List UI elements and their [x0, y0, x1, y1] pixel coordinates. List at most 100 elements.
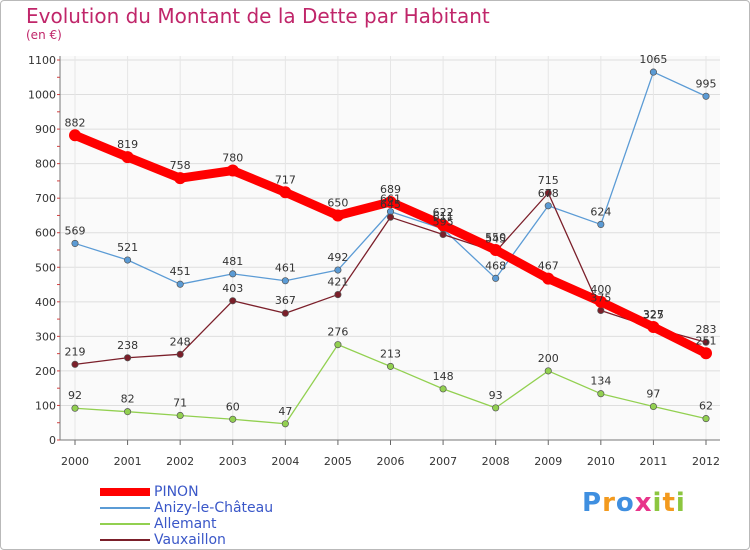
y-tick-label: 800 — [35, 158, 56, 171]
legend-item: Anizy-le-Château — [100, 500, 360, 516]
data-label: 213 — [380, 347, 401, 360]
data-point — [174, 172, 187, 185]
data-label: 200 — [538, 352, 559, 365]
data-label: 60 — [226, 400, 240, 413]
data-point — [279, 186, 292, 199]
logo-letter: o — [615, 488, 635, 518]
data-point — [124, 354, 132, 362]
data-label: 92 — [68, 389, 82, 402]
data-point — [386, 213, 395, 221]
data-point — [489, 244, 502, 256]
logo-letter: i — [652, 488, 663, 518]
data-label: 550 — [485, 231, 506, 244]
x-tick-label: 2004 — [271, 455, 299, 468]
data-point — [331, 209, 344, 222]
data-point — [649, 402, 657, 411]
legend-swatch — [100, 539, 150, 541]
data-label: 715 — [538, 174, 559, 187]
data-point — [334, 291, 342, 299]
y-tick-label: 300 — [35, 330, 56, 343]
data-point — [439, 230, 447, 239]
y-tick-label: 500 — [35, 261, 56, 274]
chart-title: Evolution du Montant de la Dette par Hab… — [26, 4, 490, 28]
data-point — [544, 367, 552, 375]
data-label: 251 — [696, 334, 717, 347]
data-label: 521 — [117, 241, 138, 254]
data-label: 569 — [65, 224, 86, 237]
x-tick-label: 2002 — [166, 455, 194, 468]
data-point — [597, 390, 605, 398]
y-tick-label: 700 — [35, 192, 56, 205]
y-tick-label: 400 — [35, 296, 56, 309]
data-point — [649, 68, 657, 76]
data-label: 82 — [121, 393, 135, 406]
data-point — [69, 129, 81, 142]
data-label: 248 — [170, 335, 191, 348]
data-point — [544, 202, 552, 210]
data-label: 622 — [433, 206, 454, 219]
data-label: 134 — [590, 375, 611, 388]
data-label: 645 — [380, 198, 401, 211]
x-tick-label: 2011 — [639, 455, 667, 468]
logo-letter: r — [602, 488, 616, 518]
logo-letter: i — [675, 488, 686, 518]
data-label: 468 — [485, 259, 506, 272]
data-point — [71, 404, 79, 412]
legend-swatch — [100, 488, 150, 496]
data-label: 481 — [222, 255, 243, 268]
data-point — [281, 277, 289, 285]
x-tick-label: 2012 — [692, 455, 720, 468]
x-tick-label: 2000 — [61, 455, 89, 468]
data-label: 689 — [380, 183, 401, 196]
data-label: 367 — [275, 294, 296, 307]
y-tick-label: 0 — [49, 434, 56, 447]
data-point — [492, 274, 500, 282]
data-label: 276 — [327, 326, 348, 339]
legend-label: PINON — [154, 484, 199, 500]
legend-label: Allemant — [154, 516, 217, 532]
data-label: 650 — [327, 196, 348, 209]
data-label: 219 — [65, 345, 86, 358]
y-tick-label: 1000 — [28, 89, 56, 102]
x-tick-label: 2005 — [324, 455, 352, 468]
data-label: 97 — [646, 387, 660, 400]
data-point — [597, 306, 605, 315]
data-label: 327 — [643, 308, 664, 321]
logo-letter: t — [662, 488, 676, 518]
legend-item: Vauxaillon — [100, 532, 360, 548]
legend-swatch — [100, 523, 150, 525]
y-tick-label: 900 — [35, 123, 56, 136]
data-point — [71, 360, 79, 368]
data-point — [439, 385, 447, 393]
data-point — [702, 415, 710, 423]
data-point — [226, 164, 239, 177]
data-label: 148 — [433, 370, 454, 383]
data-point — [229, 297, 237, 305]
data-point — [437, 219, 450, 232]
data-label: 882 — [65, 116, 86, 129]
data-point — [492, 404, 500, 412]
data-point — [229, 415, 237, 423]
data-label: 400 — [590, 283, 611, 296]
data-label: 47 — [278, 405, 292, 418]
x-tick-label: 2006 — [377, 455, 405, 468]
data-point — [176, 280, 184, 288]
data-point — [702, 338, 710, 346]
data-label: 717 — [275, 173, 296, 186]
legend-label: Vauxaillon — [154, 532, 226, 548]
y-tick-label: 100 — [35, 399, 56, 412]
data-label: 624 — [590, 205, 611, 218]
data-label: 283 — [696, 323, 717, 336]
data-label: 661 — [380, 193, 401, 206]
x-tick-label: 2010 — [587, 455, 615, 468]
logo-letter: P — [582, 488, 603, 518]
data-label: 238 — [117, 339, 138, 352]
y-tick-label: 200 — [35, 365, 56, 378]
data-label: 611 — [433, 210, 454, 223]
data-label: 467 — [538, 260, 559, 273]
data-point — [544, 189, 552, 197]
logo-letter: x — [634, 488, 653, 518]
data-label: 780 — [222, 152, 243, 165]
data-label: 93 — [489, 389, 503, 402]
